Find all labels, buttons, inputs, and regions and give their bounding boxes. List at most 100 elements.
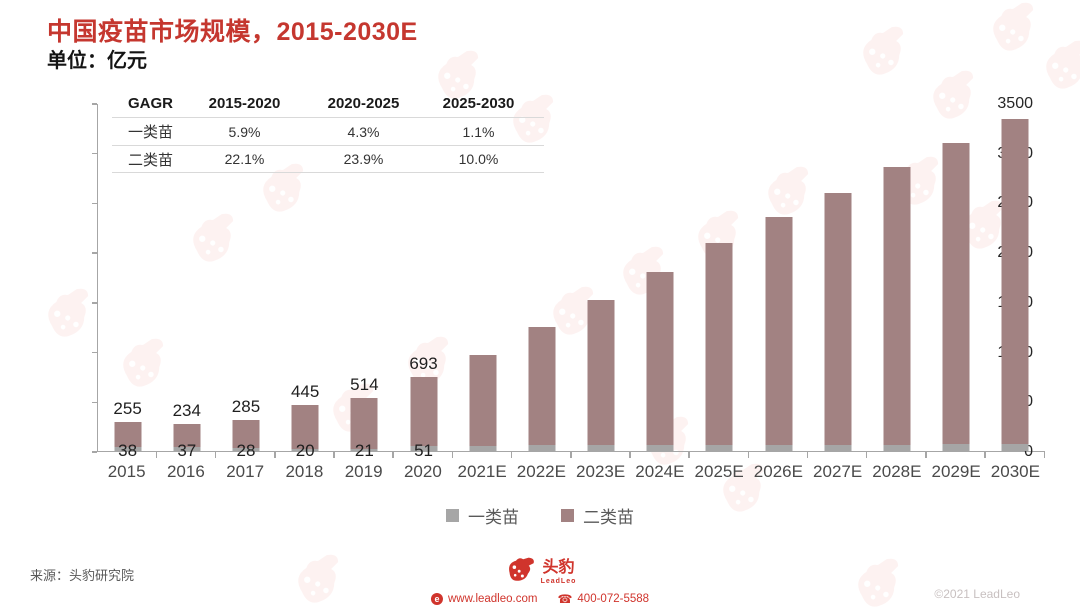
stacked-bar-2017[interactable] [232,419,260,451]
segment-class2 [705,243,733,445]
x-axis-label-2016: 2016 [166,462,205,481]
segment-class2 [824,192,852,445]
cagr-row-label: 二类苗 [128,151,174,169]
x-tick-mark [1043,452,1045,458]
x-tick-mark [510,452,513,458]
segment-class1 [528,445,556,451]
cagr-header-row: GAGR 2015-2020 2020-2025 2025-2030 [112,90,544,117]
cagr-value-cell: 1.1% [462,123,495,140]
stacked-bar-2029E[interactable] [942,142,970,451]
segment-class1 [883,444,911,451]
x-axis-label-2022E: 2022E [516,462,566,481]
cagr-value-cell: 5.9% [228,123,261,140]
x-tick-mark [274,452,276,458]
phone-number: 400-072-5588 [577,593,650,606]
bar-slot-2017: 285 28 [216,104,276,460]
brand-row: 头豹 LeadLeo [504,556,577,588]
x-axis-label-2024E: 2024E [635,462,685,481]
stacked-bar-2024E[interactable] [646,272,674,451]
value-label-class2: 285 [231,396,261,416]
stacked-bar-2022E[interactable] [528,326,556,451]
segment-class2 [410,377,438,446]
bar-slot-2021E [453,104,513,458]
stacked-bar-2027E[interactable] [824,192,852,451]
segment-class2 [291,404,319,450]
stacked-bar-2018[interactable] [291,404,319,451]
y-tick-mark [92,103,97,105]
segment-class1 [410,445,438,451]
stacked-bar-2020[interactable] [410,377,438,451]
value-label-class2: 514 [350,374,379,394]
legend-item-一类苗[interactable]: 一类苗 [446,503,519,528]
bar-slot-2028E [867,104,927,458]
chart-title: 中国疫苗市场规模，2015-2030E [47,18,418,46]
x-tick-mark [451,452,454,458]
segment-class2 [350,397,378,449]
y-tick-label: 0 [1024,443,1033,460]
x-axis-labels: 2015 2016 2017 2018 2019 2020 2021E 2022E 2023E 2… [97,462,1045,482]
leadleo-logo-icon [504,556,536,588]
x-axis-label-2017: 2017 [226,462,265,481]
stacked-bar-2026E[interactable] [765,217,793,451]
website-link[interactable]: e www.leadleo.com [430,593,538,606]
segment-class1 [232,448,260,451]
segment-class1 [646,444,674,451]
legend-label: 二类苗 [583,508,634,527]
value-label-class1: 37 [177,441,197,460]
bar-slot-2016: 234 37 [157,104,217,460]
stacked-bar-2025E[interactable] [705,243,733,451]
legend-item-二类苗[interactable]: 二类苗 [561,503,634,528]
brand-watermark-icon [843,552,915,608]
bar-slot-2026E [749,104,809,458]
segment-class2 [528,326,556,446]
segment-class2 [232,419,260,449]
stacked-bar-2028E[interactable] [883,166,911,451]
value-label-class1: 38 [118,441,138,460]
value-label-class1: 51 [414,441,433,460]
cagr-row-一类苗: 一类苗 5.9% 4.3% 1.1% [112,117,544,145]
x-tick-mark [747,452,750,458]
segment-class2 [587,300,615,446]
stacked-bar-2019[interactable] [350,397,378,451]
cagr-header-cell: 2025-2030 [442,95,515,112]
stacked-bar-2015[interactable] [114,421,142,451]
y-tick-mark [92,451,97,453]
legend-swatch-icon [561,509,574,522]
segment-class1 [824,444,852,451]
value-label-class1: 28 [236,441,256,460]
x-axis-label-2025E: 2025E [694,462,744,481]
x-axis-label-2029E: 2029E [931,462,981,481]
x-axis-label-2020: 2020 [403,462,442,481]
brand-watermark-icon [33,282,105,352]
x-tick-mark [570,452,572,458]
cagr-value-cell: 22.1% [224,151,265,167]
contact-row: e www.leadleo.com ☎ 400-072-5588 [430,592,650,606]
x-axis-label-2019: 2019 [344,462,383,481]
cagr-value-cell: 10.0% [458,151,499,167]
bar-chart-plot-area: 0500100015002000250030003500 25538234372… [92,95,1045,460]
brand-name: 头豹 [542,558,575,576]
stacked-bar-2030E[interactable] [1001,118,1029,451]
value-label-class2: 234 [172,401,201,421]
legend-label: 一类苗 [468,508,519,527]
segment-class1 [291,449,319,451]
cagr-header-cell: GAGR [128,95,173,112]
cagr-row-二类苗: 二类苗 22.1% 23.9% 10.0% [112,145,544,173]
stacked-bar-2016[interactable] [173,424,201,451]
y-tick-mark [92,202,97,205]
x-axis-label-2021E: 2021E [457,462,507,481]
website-text: www.leadleo.com [447,593,538,606]
bar-slot-2024E [631,104,690,458]
value-label-class1: 20 [295,441,315,460]
x-tick-mark [688,452,690,458]
bar-slot-2023E [572,104,631,458]
stacked-bar-2023E[interactable] [587,300,615,451]
segment-class1 [469,445,497,451]
segment-class2 [646,272,674,445]
stacked-bar-2021E[interactable] [469,354,497,451]
chart-unit-label: 单位：亿元 [47,50,147,72]
segment-class2 [765,217,793,445]
value-label-class2: 255 [113,398,142,418]
segment-class1 [705,444,733,451]
